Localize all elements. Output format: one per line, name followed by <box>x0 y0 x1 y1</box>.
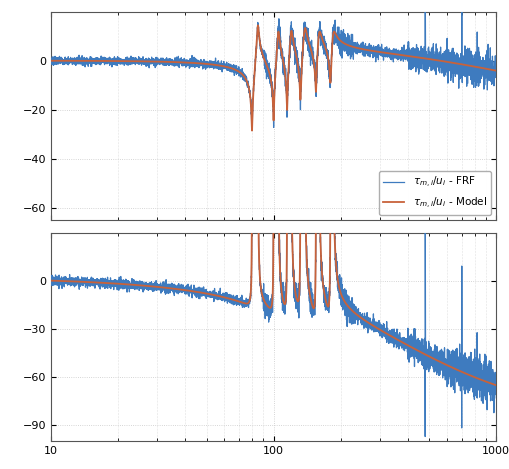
$\tau_{m,i}/u_i$ - Model <box>255 23 261 28</box>
$\tau_{m,i}/u_i$ - FRF <box>414 49 420 54</box>
Line: $\tau_{m,i}/u_i$ - Model: $\tau_{m,i}/u_i$ - Model <box>51 25 496 130</box>
Legend: $\tau_{m,i}/u_i$ - FRF, $\tau_{m,i}/u_i$ - Model: $\tau_{m,i}/u_i$ - FRF, $\tau_{m,i}/u_i$… <box>379 171 491 215</box>
$\tau_{m,i}/u_i$ - FRF <box>129 61 135 67</box>
Line: $\tau_{m,i}/u_i$ - FRF: $\tau_{m,i}/u_i$ - FRF <box>51 0 496 130</box>
$\tau_{m,i}/u_i$ - FRF <box>493 74 499 80</box>
$\tau_{m,i}/u_i$ - Model <box>129 58 135 64</box>
$\tau_{m,i}/u_i$ - Model <box>315 39 321 45</box>
$\tau_{m,i}/u_i$ - FRF <box>48 54 54 60</box>
$\tau_{m,i}/u_i$ - FRF <box>249 128 255 133</box>
$\tau_{m,i}/u_i$ - Model <box>414 54 420 60</box>
$\tau_{m,i}/u_i$ - Model <box>380 50 386 55</box>
$\tau_{m,i}/u_i$ - Model <box>493 68 499 74</box>
$\tau_{m,i}/u_i$ - FRF <box>315 45 321 51</box>
$\tau_{m,i}/u_i$ - Model <box>218 63 224 68</box>
$\tau_{m,i}/u_i$ - Model <box>249 128 255 133</box>
$\tau_{m,i}/u_i$ - FRF <box>337 44 344 49</box>
$\tau_{m,i}/u_i$ - FRF <box>218 67 224 72</box>
$\tau_{m,i}/u_i$ - FRF <box>380 51 386 56</box>
$\tau_{m,i}/u_i$ - Model <box>48 58 54 64</box>
$\tau_{m,i}/u_i$ - Model <box>337 38 344 44</box>
